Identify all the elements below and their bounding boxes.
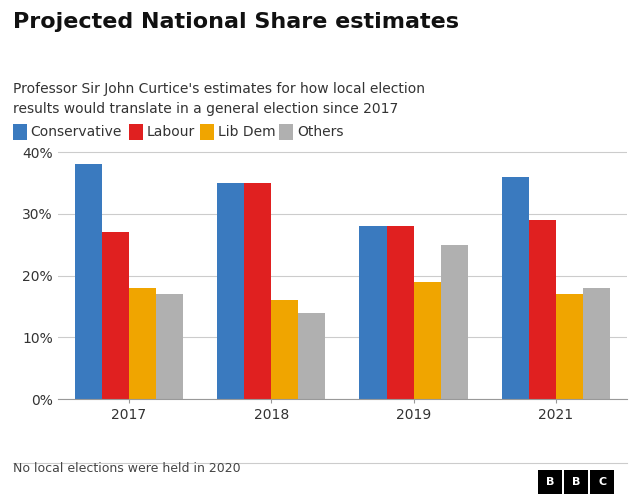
Text: No local elections were held in 2020: No local elections were held in 2020 xyxy=(13,462,241,475)
Bar xyxy=(529,220,556,399)
Text: Projected National Share estimates: Projected National Share estimates xyxy=(13,12,459,32)
Bar xyxy=(556,294,583,399)
Bar xyxy=(271,300,298,399)
Text: Lib Dem: Lib Dem xyxy=(218,125,276,139)
Bar xyxy=(441,245,468,399)
Bar xyxy=(75,165,102,399)
Bar xyxy=(413,282,441,399)
Text: B: B xyxy=(572,477,580,487)
Bar xyxy=(217,183,244,399)
Bar xyxy=(583,288,610,399)
Bar xyxy=(502,177,529,399)
Bar xyxy=(387,226,413,399)
Bar xyxy=(156,294,183,399)
Text: Conservative: Conservative xyxy=(31,125,122,139)
Text: Professor Sir John Curtice's estimates for how local election
results would tran: Professor Sir John Curtice's estimates f… xyxy=(13,82,425,116)
Bar xyxy=(298,313,325,399)
Bar xyxy=(129,288,156,399)
Text: C: C xyxy=(598,477,606,487)
Bar xyxy=(244,183,271,399)
Bar xyxy=(102,233,129,399)
Text: Labour: Labour xyxy=(147,125,195,139)
Text: Others: Others xyxy=(298,125,344,139)
Bar xyxy=(360,226,387,399)
Text: B: B xyxy=(545,477,554,487)
